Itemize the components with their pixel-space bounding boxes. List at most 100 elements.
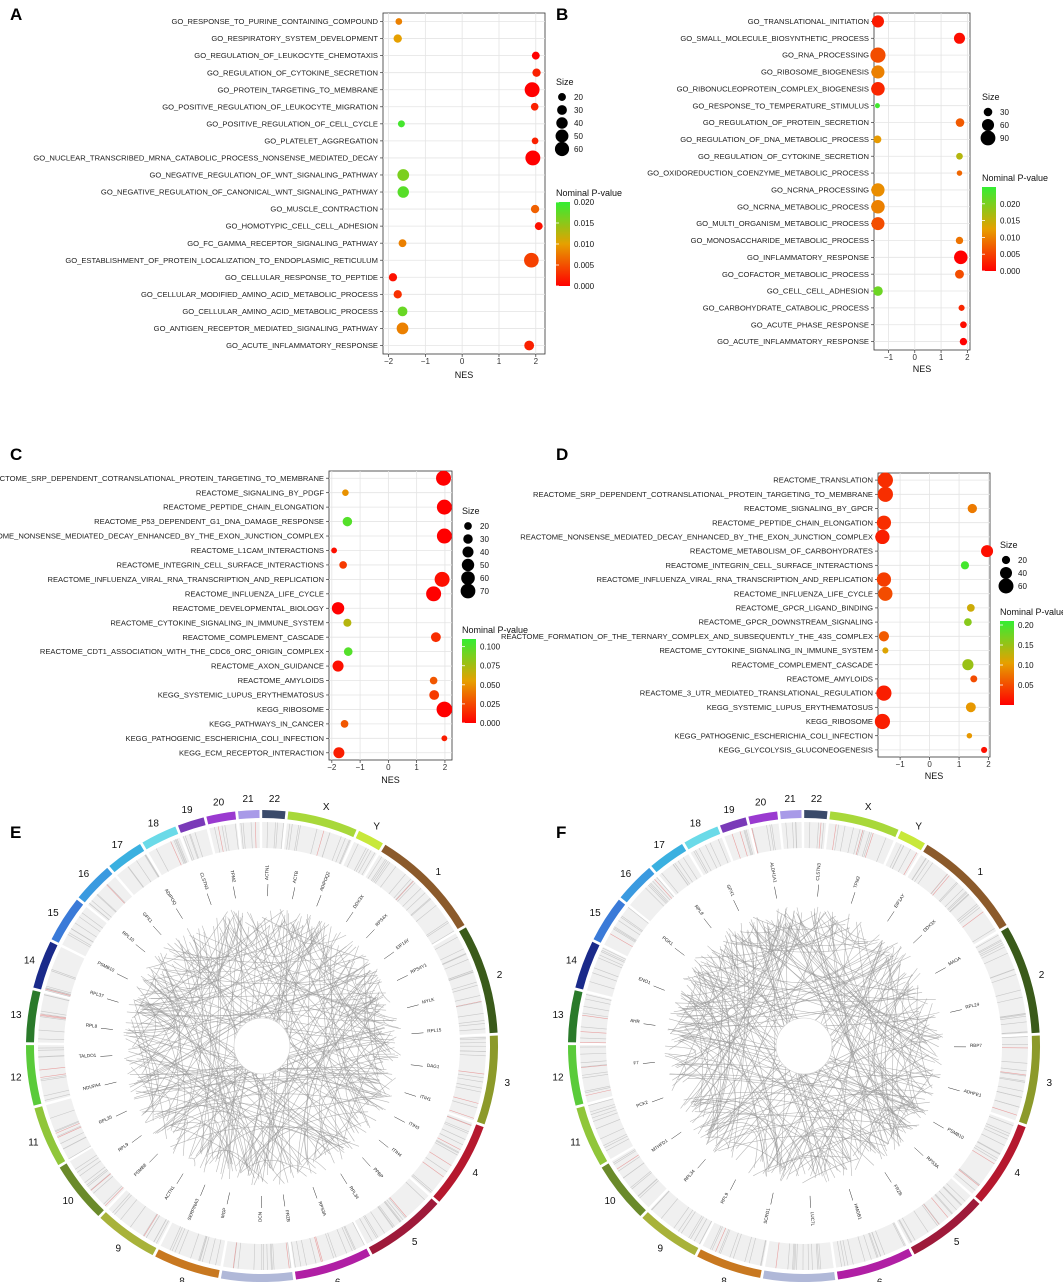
- gene-link: [737, 927, 767, 957]
- panel-b-dotplot: GO_TRANSLATIONAL_INITIATION GO_SMALL_MOLE…: [647, 12, 1048, 374]
- chromosome-arc: [51, 899, 84, 943]
- gene-link: [281, 923, 347, 945]
- gene-link: [135, 974, 183, 1012]
- gene-link: [383, 1019, 399, 1028]
- term-label: REACTOME_CYTOKINE_SIGNALING_IN_IMMUNE_SY…: [110, 618, 324, 627]
- colorbar-label: 0.010: [574, 240, 595, 249]
- term-label: GO_ACUTE_PHASE_RESPONSE: [751, 320, 869, 329]
- term-label: REACTOME_CYTOKINE_SIGNALING_IN_IMMUNE_SY…: [659, 646, 873, 655]
- term-label: GO_ACUTE_INFLAMMATORY_RESPONSE: [717, 337, 869, 346]
- gene-link: [200, 1125, 260, 1180]
- band-stripe: [955, 1173, 976, 1191]
- chromosome-band: [37, 1044, 71, 1103]
- band-stripe: [339, 840, 351, 865]
- band-stripe: [411, 1175, 432, 1193]
- chromosome-arc: [804, 810, 828, 820]
- data-point: [331, 547, 338, 554]
- gene-link: [150, 981, 241, 1172]
- gene-link: [768, 926, 885, 979]
- band-stripe: [439, 1133, 464, 1146]
- panel-label-c: C: [10, 445, 22, 464]
- gene-tick: [378, 1139, 389, 1148]
- gene-link: [886, 1006, 940, 1023]
- data-point: [871, 200, 885, 214]
- gene-link: [767, 1124, 920, 1172]
- gene-tick: [135, 944, 146, 953]
- band-stripe: [856, 830, 865, 856]
- band-stripe: [863, 832, 872, 858]
- band-stripe: [266, 822, 268, 849]
- data-point: [878, 631, 890, 642]
- gene-link: [788, 1102, 911, 1175]
- gene-tick: [774, 886, 777, 899]
- term-label: GO_PROTEIN_TARGETING_TO_MEMBRANE: [218, 85, 378, 94]
- colorbar-label: 0.020: [574, 198, 595, 207]
- x-tick-label: −1: [896, 760, 906, 769]
- band-stripe: [343, 1226, 355, 1251]
- gene-link: [684, 924, 785, 1027]
- gene-tick: [948, 1087, 960, 1092]
- size-legend-dot: [556, 117, 568, 129]
- gene-tick: [730, 1179, 736, 1191]
- pvalue-colorbar: [1000, 621, 1014, 705]
- band-stripe: [599, 954, 624, 966]
- chromosome-arc: [620, 867, 655, 903]
- band-stripe: [309, 1238, 317, 1264]
- pvalue-legend-title: Nominal P-value: [1000, 607, 1063, 617]
- band-stripe: [739, 831, 748, 857]
- band-stripe: [861, 831, 871, 857]
- gene-link: [702, 954, 732, 987]
- term-label: KEGG_SYSTEMIC_LUPUS_ERYTHEMATOSUS: [158, 691, 324, 700]
- band-stripe: [832, 824, 837, 851]
- data-point: [430, 632, 441, 643]
- panel-label-e: E: [10, 823, 21, 842]
- gene-link: [355, 964, 381, 986]
- gene-link: [131, 1019, 154, 1103]
- term-label: REACTOME_COMPLEMENT_CASCADE: [731, 660, 873, 669]
- gene-link: [301, 1157, 327, 1171]
- band-stripe: [999, 1014, 1026, 1019]
- data-point: [956, 152, 963, 160]
- band-stripe: [441, 1128, 466, 1140]
- data-point: [531, 137, 539, 145]
- band-stripe: [588, 1098, 614, 1106]
- chromosome-band: [896, 1178, 971, 1244]
- panel-f-circos: 12345678910111213141516171819202122XYEIF…: [552, 794, 1052, 1282]
- band-stripe: [989, 968, 1015, 979]
- gene-link: [814, 1074, 941, 1179]
- band-stripe: [378, 1205, 395, 1227]
- chromosome-band: [209, 823, 240, 854]
- gene-tick: [850, 892, 856, 904]
- band-stripe: [321, 832, 331, 858]
- band-stripe: [853, 829, 861, 855]
- band-stripe: [40, 1076, 67, 1082]
- band-stripe: [898, 848, 911, 873]
- band-stripe: [796, 1243, 798, 1270]
- gene-label: FRZB: [284, 1210, 291, 1223]
- term-label: GO_NUCLEAR_TRANSCRIBED_MRNA_CATABOLIC_PR…: [33, 154, 378, 163]
- chromosome-band: [45, 947, 85, 998]
- term-label: REACTOME_GPCR_LIGAND_BINDING: [736, 604, 874, 613]
- band-stripe: [1000, 1015, 1027, 1020]
- band-stripe: [839, 1240, 846, 1267]
- chromosome-band: [433, 933, 486, 1036]
- x-tick-label: −1: [421, 357, 431, 366]
- colorbar-label: 0.015: [1000, 217, 1021, 226]
- gene-link: [683, 925, 799, 1018]
- chromosome-band: [975, 933, 1028, 1036]
- band-stripe: [921, 1204, 938, 1226]
- band-stripe: [891, 845, 905, 869]
- data-point: [962, 659, 974, 671]
- band-stripe: [840, 825, 846, 852]
- chromosome-arc: [568, 990, 583, 1043]
- term-label: GO_COFACTOR_METABOLIC_PROCESS: [722, 270, 869, 279]
- size-legend-label: 50: [480, 561, 489, 570]
- gene-tick: [703, 918, 712, 929]
- term-label: GO_NCRNA_METABOLIC_PROCESS: [737, 202, 869, 211]
- gene-tick: [282, 1194, 286, 1207]
- x-tick-label: 1: [497, 357, 502, 366]
- band-stripe: [51, 969, 77, 979]
- chromosome-arc: [593, 899, 626, 943]
- band-stripe: [393, 878, 412, 899]
- gene-label: RPS4X: [374, 913, 388, 927]
